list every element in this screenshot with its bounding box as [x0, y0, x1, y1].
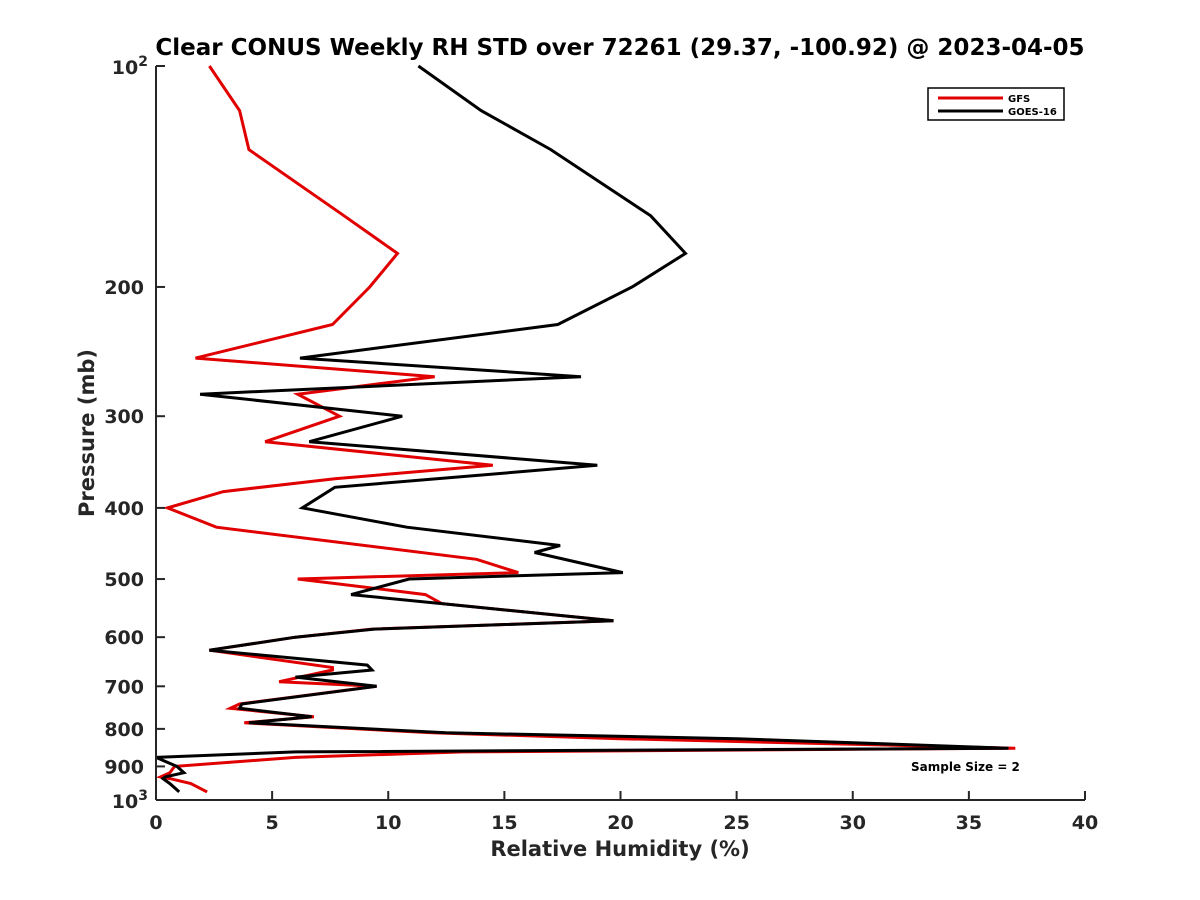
y-tick-label: 102: [112, 54, 148, 79]
x-tick-label: 0: [149, 812, 162, 834]
legend: GFS GOES-16: [927, 87, 1065, 121]
x-tick-label: 35: [956, 812, 982, 834]
legend-label-gfs: GFS: [1008, 94, 1030, 105]
series-line-goes16: [155, 64, 1009, 794]
y-tick-label: 800: [104, 719, 144, 741]
y-tick-label: 600: [104, 627, 144, 649]
series-layer: [155, 64, 1016, 794]
y-tick-label: 300: [104, 406, 144, 428]
legend-box: [927, 87, 1065, 121]
x-tick-label: 10: [375, 812, 401, 834]
y-axis-label: Pressure (mb): [75, 349, 99, 517]
y-tick-label: 900: [104, 756, 144, 778]
x-tick-label: 40: [1072, 812, 1098, 834]
chart-title: Clear CONUS Weekly RH STD over 72261 (29…: [155, 35, 1084, 61]
y-tick-label: 400: [104, 498, 144, 520]
x-axis-label: Relative Humidity (%): [490, 837, 749, 861]
y-tick-label: 200: [104, 277, 144, 299]
y-tick-label: 103: [112, 788, 148, 813]
x-tick-label: 15: [491, 812, 517, 834]
sample-size-annotation: Sample Size = 2: [911, 760, 1020, 774]
x-tick-label: 5: [266, 812, 279, 834]
x-tick-label: 30: [840, 812, 866, 834]
y-tick-label: 500: [104, 569, 144, 591]
legend-label-goes16: GOES-16: [1008, 107, 1057, 118]
x-tick-label: 25: [723, 812, 749, 834]
y-tick-label: 700: [104, 676, 144, 698]
axes-layer: 0 5 10 15 20 25 30 35 40 102 200 300 400 500 600 700 800…: [104, 54, 1098, 834]
x-tick-label: 20: [607, 812, 633, 834]
